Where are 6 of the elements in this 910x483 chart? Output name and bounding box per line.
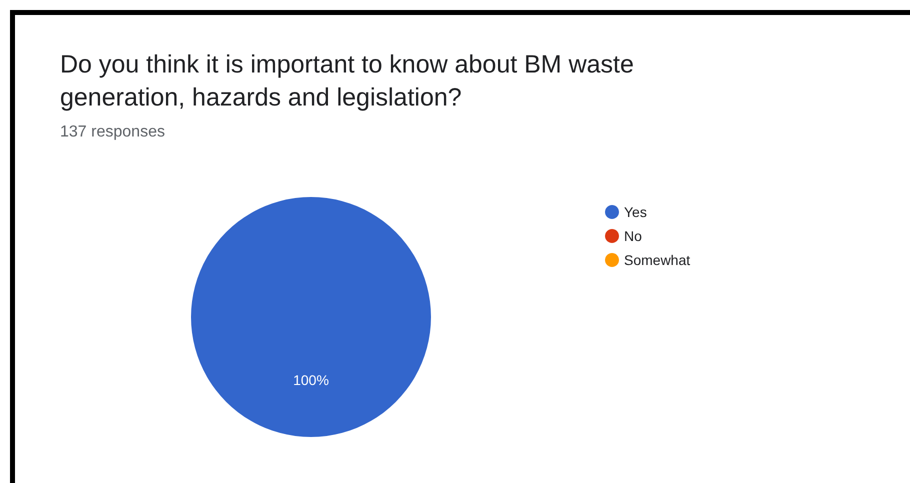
chart-subtitle: 137 responses bbox=[60, 124, 165, 140]
legend-label: Somewhat bbox=[624, 252, 690, 268]
data-label: 100% bbox=[293, 372, 329, 388]
legend-label: Yes bbox=[624, 204, 647, 220]
chart-title: Do you think it is important to know about BM waste generation, hazards and legislation? bbox=[60, 50, 641, 112]
legend-label: No bbox=[624, 228, 642, 244]
